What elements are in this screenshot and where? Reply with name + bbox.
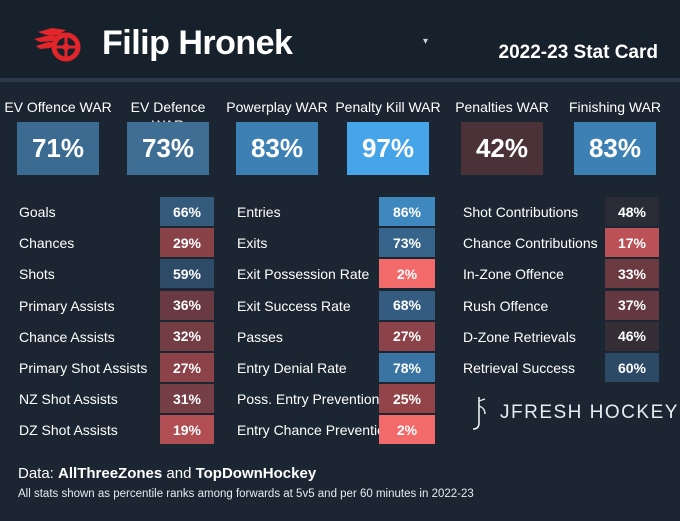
stat-value-cell: 78% (379, 353, 435, 382)
war-value-box: 97% (347, 122, 429, 175)
stat-value-cell: 29% (160, 228, 214, 258)
header-divider (0, 78, 680, 82)
stat-label: Poss. Entry Prevention (237, 391, 380, 408)
stat-label: Entry Denial Rate (237, 360, 347, 376)
player-name: Filip Hronek (102, 24, 293, 62)
stat-label: Retrieval Success (463, 360, 576, 376)
war-label: EV Offence WAR (4, 99, 112, 115)
war-value-box: 71% (17, 122, 99, 175)
stat-label: NZ Shot Assists (19, 391, 118, 408)
war-label: Finishing WAR (568, 99, 662, 115)
stat-label: Shots (19, 266, 55, 283)
stat-value-cell: 17% (605, 228, 659, 258)
stat-value-cell: 27% (379, 321, 435, 351)
stat-label: Exit Possession Rate (237, 266, 370, 283)
jfresh-hockey-brand: JFRESH HOCKEY (470, 396, 679, 430)
jfresh-logo-icon (472, 397, 486, 430)
stat-label: Primary Assists (19, 297, 115, 314)
data-prefix: Data: (18, 465, 59, 482)
stat-label: Primary Shot Assists (19, 360, 148, 376)
war-value-box: 83% (574, 122, 656, 175)
stat-value-cell: 66% (160, 197, 214, 226)
stat-value-cell: 33% (605, 259, 659, 289)
war-label: Powerplay WAR (226, 99, 328, 115)
war-value-box: 73% (127, 122, 209, 175)
red-wings-logo-icon (34, 28, 81, 62)
stat-label: Exits (237, 235, 268, 252)
war-value-box: 42% (461, 122, 543, 175)
stat-value-cell: 2% (379, 415, 435, 445)
stat-value-cell: 25% (379, 384, 435, 414)
card-title: 2022-23 Stat Card (498, 42, 658, 63)
stat-value-cell: 60% (605, 353, 659, 382)
data-sources: Data: AllThreeZones and TopDownHockey (18, 465, 316, 483)
stat-value-cell: 59% (160, 259, 214, 289)
header-bar (0, 0, 680, 78)
stat-label: In-Zone Offence (463, 266, 564, 283)
source-topdownhockey: TopDownHockey (195, 465, 317, 482)
stat-value-cell: 27% (160, 353, 214, 382)
stat-label: Exit Success Rate (237, 297, 351, 314)
stat-value-cell: 86% (379, 197, 435, 226)
stat-label: Shot Contributions (463, 204, 579, 220)
brand-text: JFRESH HOCKEY (500, 402, 679, 423)
footnote: All stats shown as percentile ranks amon… (18, 488, 474, 500)
stat-label: D-Zone Retrievals (463, 328, 576, 345)
stat-label: Goals (19, 204, 56, 220)
stat-value-cell: 37% (605, 290, 659, 320)
stat-label: Entry Chance Prevention (237, 422, 393, 439)
source-allthreezones: AllThreeZones (58, 465, 163, 482)
stat-value-cell: 19% (160, 415, 214, 445)
war-label: Penalty Kill WAR (335, 99, 441, 115)
stat-label: Entries (237, 204, 281, 220)
stat-value-cell: 36% (160, 290, 214, 320)
source-conjunction: and (162, 465, 196, 482)
stat-label: DZ Shot Assists (19, 422, 118, 439)
stat-label: Chance Contributions (463, 235, 598, 252)
stat-label: Chance Assists (19, 328, 115, 345)
stat-label: Rush Offence (463, 297, 549, 314)
stat-value-cell: 32% (160, 321, 214, 351)
stat-label: Chances (19, 235, 75, 252)
stat-value-cell: 48% (605, 197, 659, 226)
stat-value-cell: 31% (160, 384, 214, 414)
stat-value-cell: 46% (605, 321, 659, 351)
chevron-down-icon[interactable]: ▾ (423, 36, 429, 47)
stat-value-cell: 73% (379, 228, 435, 258)
war-label: Penalties WAR (455, 99, 549, 115)
stat-value-cell: 68% (379, 290, 435, 320)
stat-label: Passes (237, 328, 283, 345)
war-value-box: 83% (236, 122, 318, 175)
stat-value-cell: 2% (379, 259, 435, 289)
